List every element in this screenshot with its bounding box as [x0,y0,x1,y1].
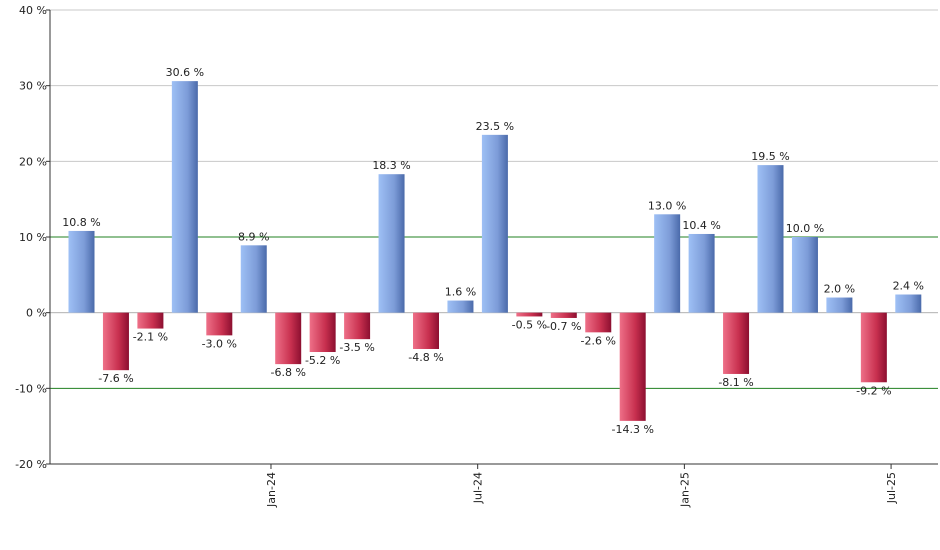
bar [826,297,853,313]
bar-value-label: -2.6 % [581,334,616,347]
y-tick-label: 40 % [19,4,47,17]
bar-value-label: 10.4 % [682,219,720,232]
x-tick-label: Jan-24 [265,472,278,508]
bar [860,312,887,383]
y-tick-label: 20 % [19,155,47,168]
bar [757,165,784,313]
data-labels: 10.8 % -7.6 % -2.1 % 30.6 % -3.0 % 8.9 % -6.8 … [62,66,924,436]
y-tick-label: -10 % [15,382,47,395]
bar-value-label: 8.9 % [238,230,269,243]
y-tick-label: 30 % [19,80,47,93]
bar [378,174,405,313]
bar [344,312,371,340]
bar-value-label: 10.8 % [62,216,100,229]
bar-value-label: 2.0 % [824,283,855,296]
y-tick-label: 10 % [19,231,47,244]
bar-value-label: -2.1 % [133,331,168,344]
bar-value-label: 30.6 % [166,66,204,79]
bar [68,230,95,313]
bar-value-label: -9.2 % [856,384,891,397]
bar [723,312,750,374]
bar [585,312,612,333]
bar [481,134,508,313]
bar-value-label: -6.8 % [270,366,305,379]
bar [102,312,129,371]
bar [413,312,439,349]
y-tick-label: 0 % [26,307,47,320]
bar-value-label: 2.4 % [893,280,924,293]
bar-value-label: -3.5 % [339,341,374,354]
bar [791,237,818,313]
bar-value-label: -7.6 % [98,372,133,385]
bar-value-label: -14.3 % [611,423,653,436]
bar-value-label: 18.3 % [372,159,410,172]
bars [68,81,922,421]
y-tick-label: -20 % [15,458,47,471]
bar-value-label: -3.0 % [202,337,237,350]
bar [240,245,267,313]
bar-value-label: 23.5 % [476,120,514,133]
bar-value-label: -4.8 % [408,351,443,364]
bar-value-label: -8.1 % [718,376,753,389]
bar [275,312,302,365]
axes: -20 % -10 % 0 % 10 % 20 % 30 % 40 % Jan-24 Jul-2… [15,4,938,508]
bar [550,312,577,318]
bar [206,312,233,336]
bar [447,300,474,313]
x-tick-label: Jul-24 [472,472,485,504]
bar [309,312,336,353]
bar [895,294,922,313]
bar-value-label: 19.5 % [751,150,789,163]
bar [516,312,543,317]
bar-value-label: 1.6 % [445,286,476,299]
bar-value-label: 10.0 % [786,222,824,235]
bar-value-label: -0.5 % [512,318,547,331]
bar [171,81,198,313]
bar-value-label: -0.7 % [546,320,581,333]
bar [654,214,681,313]
x-tick-label: Jan-25 [678,472,691,508]
x-tick-label: Jul-25 [885,472,898,504]
bar [619,312,646,421]
bar-value-label: -5.2 % [305,354,340,367]
bar [137,312,164,329]
bar-value-label: 13.0 % [648,199,686,212]
bar [688,233,715,313]
